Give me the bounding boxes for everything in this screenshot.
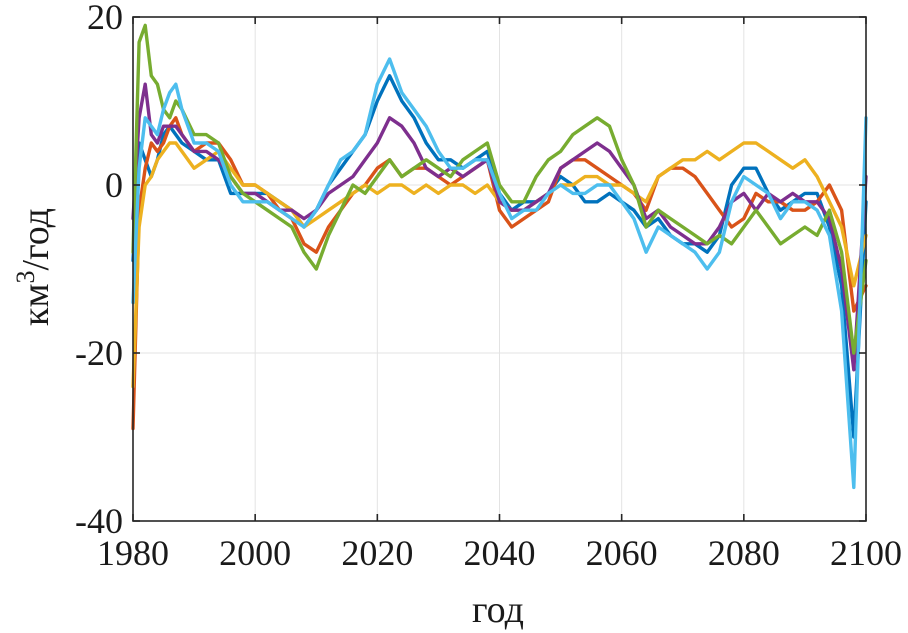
x-tick-label: 2080 xyxy=(708,533,780,573)
x-tick-label: 2040 xyxy=(464,533,536,573)
series-line-6 xyxy=(131,57,868,490)
x-axis-label: год xyxy=(472,589,524,631)
series-line-4 xyxy=(131,82,868,372)
series-group xyxy=(131,23,868,490)
x-tick-label: 1980 xyxy=(97,533,169,573)
x-tick-labels: 1980 2000 2020 2040 2060 2080 2100 xyxy=(97,533,902,573)
y-tick-labels: -40 -20 0 20 xyxy=(75,0,123,541)
grid xyxy=(132,16,867,522)
axis-ticks xyxy=(132,16,867,522)
y-tick-label: 20 xyxy=(87,0,123,37)
y-axis-label-unit: км xyxy=(15,283,57,326)
x-tick-label: 2060 xyxy=(586,533,658,573)
x-tick-label: 2020 xyxy=(341,533,413,573)
x-tick-label: 2100 xyxy=(830,533,902,573)
y-tick-label: -20 xyxy=(75,333,123,373)
y-tick-label: 0 xyxy=(105,165,123,205)
series-line-3 xyxy=(131,141,868,389)
series-line-5 xyxy=(131,23,868,355)
y-tick-label: -40 xyxy=(75,501,123,541)
y-axis-label-suffix: /год xyxy=(15,208,57,270)
y-axis-label: км3/год xyxy=(11,208,57,326)
x-tick-label: 2000 xyxy=(219,533,291,573)
y-axis-label-superscript: 3 xyxy=(11,270,40,283)
